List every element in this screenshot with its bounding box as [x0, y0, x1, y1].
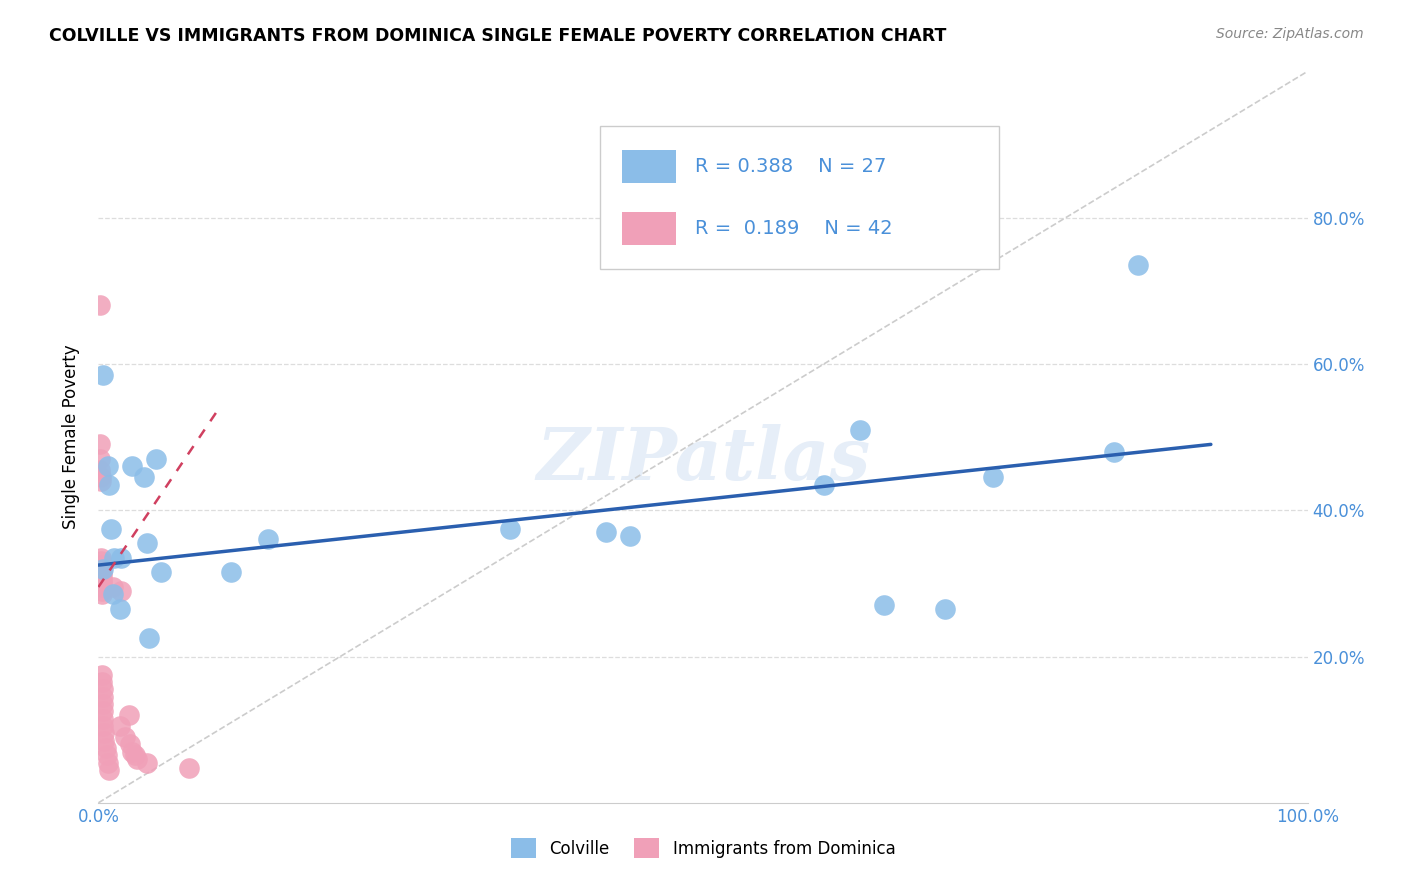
Point: [150, 566, 173, 580]
Point: [89, 463, 111, 477]
Text: COLVILLE VS IMMIGRANTS FROM DOMINICA SINGLE FEMALE POVERTY CORRELATION CHART: COLVILLE VS IMMIGRANTS FROM DOMINICA SIN…: [49, 27, 946, 45]
Point: [619, 529, 641, 543]
Text: ZIPatlas: ZIPatlas: [536, 424, 870, 494]
Y-axis label: Single Female Poverty: Single Female Poverty: [62, 345, 80, 529]
Bar: [621, 150, 676, 183]
Point: [981, 470, 1004, 484]
Point: [127, 752, 149, 766]
Point: [91, 566, 114, 580]
Point: [93, 726, 115, 740]
Point: [1128, 258, 1150, 272]
Point: [91, 368, 114, 382]
Point: [91, 690, 114, 704]
Point: [94, 740, 117, 755]
Point: [849, 423, 872, 437]
Point: [91, 562, 114, 576]
Point: [256, 533, 278, 547]
Point: [124, 748, 146, 763]
Point: [110, 583, 132, 598]
Point: [97, 756, 120, 770]
Point: [90, 550, 112, 565]
Point: [101, 580, 124, 594]
Point: [90, 554, 112, 568]
Point: [934, 602, 956, 616]
Point: [91, 712, 114, 726]
Point: [98, 477, 121, 491]
Point: [138, 632, 160, 646]
Point: [98, 763, 121, 777]
Point: [595, 525, 617, 540]
Point: [91, 587, 114, 601]
Point: [90, 474, 112, 488]
Point: [91, 675, 114, 690]
Point: [135, 536, 157, 550]
Point: [145, 452, 167, 467]
Point: [91, 573, 114, 587]
Point: [91, 583, 114, 598]
Point: [91, 667, 114, 681]
Point: [91, 576, 114, 591]
Point: [90, 562, 112, 576]
Point: [91, 697, 114, 711]
Point: [101, 587, 124, 601]
Point: [121, 459, 143, 474]
Point: [873, 599, 896, 613]
Point: [91, 719, 114, 733]
Point: [91, 569, 114, 583]
Point: [91, 580, 114, 594]
Point: [121, 745, 143, 759]
Text: R = 0.388    N = 27: R = 0.388 N = 27: [695, 157, 886, 176]
Bar: [621, 212, 676, 245]
Point: [114, 730, 136, 744]
Point: [91, 705, 114, 719]
Point: [90, 558, 112, 573]
Point: [100, 521, 122, 535]
Text: R =  0.189    N = 42: R = 0.189 N = 42: [695, 219, 893, 238]
Point: [108, 602, 131, 616]
Point: [118, 737, 141, 751]
Point: [118, 708, 141, 723]
Point: [498, 521, 520, 535]
Point: [108, 719, 131, 733]
Point: [90, 470, 112, 484]
Point: [93, 733, 115, 747]
Point: [91, 682, 114, 697]
Point: [1102, 444, 1125, 458]
Point: [179, 761, 201, 775]
Point: [96, 748, 118, 763]
Point: [97, 459, 120, 474]
Point: [813, 477, 835, 491]
Point: [89, 452, 111, 467]
Text: Source: ZipAtlas.com: Source: ZipAtlas.com: [1216, 27, 1364, 41]
Point: [221, 566, 243, 580]
Point: [135, 756, 157, 770]
Point: [134, 470, 156, 484]
Point: [89, 298, 111, 312]
Point: [89, 437, 111, 451]
Point: [103, 550, 125, 565]
Legend: Colville, Immigrants from Dominica: Colville, Immigrants from Dominica: [503, 831, 903, 865]
Point: [110, 550, 132, 565]
FancyBboxPatch shape: [600, 126, 1000, 268]
